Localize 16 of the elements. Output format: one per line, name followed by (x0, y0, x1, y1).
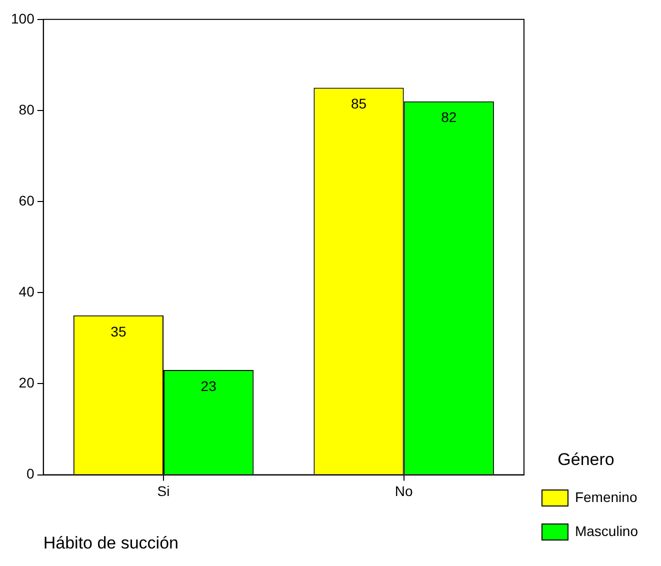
y-tick-label: 20 (18, 374, 35, 391)
data-label: 82 (441, 109, 457, 126)
x-tick-label: No (394, 483, 413, 500)
data-label: 85 (350, 96, 367, 112)
y-tick-label: 80 (18, 101, 35, 118)
y-tick-label: 40 (18, 284, 35, 300)
y-tick-label: 60 (18, 192, 35, 208)
data-label: 35 (110, 323, 126, 340)
legend-label: Masculino (574, 522, 638, 539)
x-axis-title: Hábito de succión (43, 533, 178, 552)
y-tick-label: 100 (11, 10, 35, 26)
x-tick-label: Si (157, 483, 170, 500)
legend-title: Género (558, 450, 614, 469)
y-tick-label: 0 (26, 466, 35, 482)
data-label: 23 (200, 378, 217, 394)
legend-label: Femenino (574, 488, 638, 505)
